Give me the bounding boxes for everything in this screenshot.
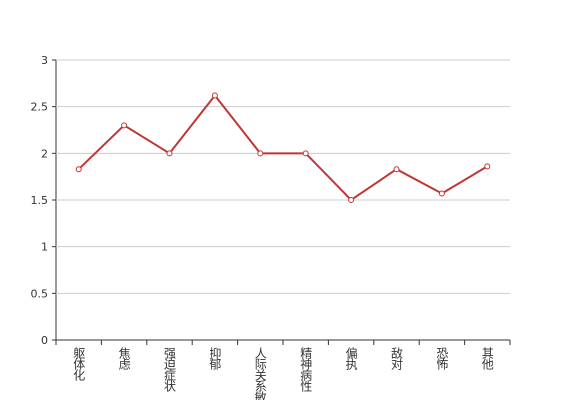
x-tick-label: 偏执 <box>344 346 358 371</box>
point <box>75 166 82 173</box>
x-tick-label: 强迫症状 <box>163 347 177 392</box>
y-tick-label: 0.5 <box>31 287 49 300</box>
point <box>484 163 491 170</box>
x-tick-label: 恐怖 <box>435 347 449 370</box>
x-tick-label: 焦虑 <box>117 347 131 370</box>
point <box>121 122 128 129</box>
point <box>393 166 400 173</box>
x-tick-label: 人际关系敏感 <box>253 347 267 400</box>
x-tick-label: 抑郁 <box>208 346 222 371</box>
point <box>257 150 264 157</box>
point <box>211 92 218 99</box>
point <box>166 150 173 157</box>
point <box>438 190 445 197</box>
y-tick-label: 1.5 <box>31 194 49 207</box>
y-tick-label: 3 <box>41 54 48 67</box>
line <box>78 93 488 202</box>
x-tick-label: 精神病性 <box>299 347 313 393</box>
y-tick-label: 2 <box>41 147 48 160</box>
y-tick-label: 0 <box>41 334 48 347</box>
point <box>302 150 309 157</box>
point <box>348 197 355 203</box>
y-tick-label: 1 <box>41 241 48 254</box>
x-tick-label: 躯体化 <box>72 346 86 382</box>
y-tick-label: 2.5 <box>31 101 49 114</box>
x-tick-label: 敌对 <box>390 346 404 370</box>
x-tick-label: 其他 <box>480 347 494 370</box>
